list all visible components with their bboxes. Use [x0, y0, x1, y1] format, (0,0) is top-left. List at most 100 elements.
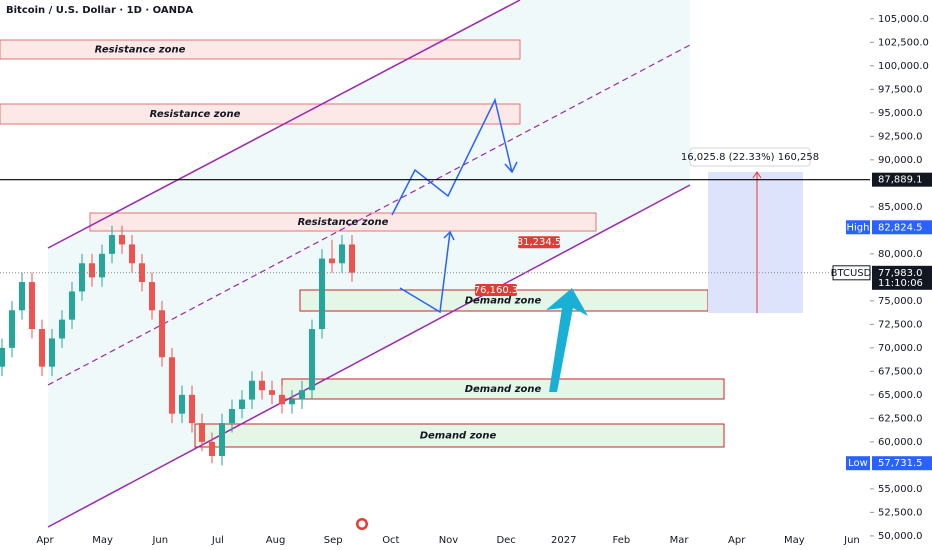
candle-body — [9, 310, 15, 348]
marker-badge — [872, 456, 932, 471]
zone-label: Demand zone — [420, 431, 497, 442]
resistance-zone — [0, 103, 521, 125]
zone-label: Resistance zone — [298, 217, 389, 228]
candle-body — [279, 394, 285, 405]
candle-body — [339, 244, 345, 264]
marker-label: 57,731.5 — [878, 458, 923, 469]
candle-body — [0, 347, 5, 367]
marker-name-badge — [846, 456, 870, 471]
resistance-zone — [0, 39, 521, 60]
zones — [0, 39, 725, 448]
measure-box — [708, 172, 803, 313]
candle-body — [249, 380, 255, 400]
candle-body — [219, 423, 225, 456]
candle-body — [79, 263, 85, 292]
y-tick-label: 100,000.0 — [878, 61, 929, 72]
x-tick-label: Sep — [324, 535, 343, 546]
candle-body — [159, 310, 165, 358]
price-tag-label: 76,160.3 — [474, 285, 519, 296]
candle-body — [49, 338, 55, 367]
resistance-zone — [89, 212, 597, 232]
y-tick-label: 60,000.0 — [878, 437, 923, 448]
y-tick-label: 55,000.0 — [878, 484, 923, 495]
candle-body — [149, 282, 155, 311]
candle-body — [119, 235, 125, 245]
countdown: 11:10:06 — [878, 278, 923, 289]
y-tick-label: 95,000.0 — [878, 108, 923, 119]
channel-lower — [47, 184, 691, 528]
candles — [0, 225, 355, 466]
candle-body — [179, 394, 185, 414]
candle-body — [169, 357, 175, 414]
marker-badge — [872, 220, 932, 235]
y-tick-label: 67,500.0 — [878, 366, 923, 377]
candle-body — [29, 282, 35, 330]
candle-body — [319, 258, 325, 330]
candle-body — [229, 408, 235, 424]
y-tick-label: 65,000.0 — [878, 390, 923, 401]
price-badge — [872, 172, 932, 187]
projection-head — [443, 230, 455, 241]
projection-head — [504, 161, 518, 174]
price-tag-label: 81,234.5 — [517, 237, 562, 248]
y-tick-label: 97,500.0 — [878, 84, 923, 95]
y-tick-label: 105,000.0 — [878, 14, 929, 25]
candle-body — [329, 258, 335, 264]
big-arrow — [546, 288, 588, 392]
marker-label: 82,824.5 — [878, 222, 923, 233]
zone-label: Resistance zone — [95, 45, 186, 56]
price-badge-label: 87,889.1 — [878, 175, 923, 186]
price-tag — [475, 283, 517, 296]
symbol-label: BTCUSD — [831, 268, 872, 279]
candle-body — [189, 394, 195, 424]
y-tick-label: 72,500.0 — [878, 319, 923, 330]
candle-body — [349, 244, 355, 273]
channel-upper — [47, 0, 521, 249]
last-price-badge — [872, 265, 932, 290]
channel-middle — [47, 44, 691, 386]
candle-body — [69, 291, 75, 320]
x-tick-label: Mar — [670, 535, 690, 546]
y-tick-label: 62,500.0 — [878, 413, 923, 424]
candle-body — [289, 399, 295, 405]
y-tick-label: 90,000.0 — [878, 155, 923, 166]
x-tick-label: Jul — [211, 535, 224, 546]
x-tick-label: Jun — [151, 535, 168, 546]
projection-path — [399, 231, 451, 314]
x-tick-label: Apr — [36, 535, 54, 546]
x-tick-label: Dec — [496, 535, 515, 546]
candle-body — [239, 399, 245, 409]
y-tick-label: 92,500.0 — [878, 131, 923, 142]
zone-label: Demand zone — [465, 296, 542, 307]
zone-label: Resistance zone — [150, 109, 241, 120]
marker-name: High — [847, 222, 870, 233]
channel-fill — [48, 0, 690, 527]
measure-label: 16,025.8 (22.33%) 160,258 — [681, 152, 819, 163]
candle-body — [269, 390, 275, 395]
x-tick-label: Aug — [266, 535, 286, 546]
y-tick-label: 102,500.0 — [878, 37, 929, 48]
candle-body — [309, 329, 315, 391]
x-tick-label: Oct — [382, 535, 399, 546]
projection-path — [391, 97, 513, 216]
logo — [356, 518, 368, 530]
x-tick-label: Nov — [439, 535, 459, 546]
candle-body — [19, 282, 25, 311]
x-tick-label: May — [784, 535, 805, 546]
y-tick-label: 75,000.0 — [878, 296, 923, 307]
y-tick-label: 50,000.0 — [878, 531, 923, 542]
candle-body — [39, 329, 45, 367]
candle-body — [209, 441, 215, 456]
zone-label: Demand zone — [465, 384, 542, 395]
demand-zone — [194, 423, 725, 448]
symbol-badge — [832, 265, 871, 281]
candle-body — [259, 380, 265, 391]
x-tick-label: May — [92, 535, 113, 546]
measure-label-box — [689, 147, 811, 167]
candle-body — [109, 235, 115, 254]
y-tick-label: 80,000.0 — [878, 249, 923, 260]
candle-body — [129, 244, 135, 264]
measure-arrow-head — [752, 171, 762, 179]
x-tick-label: Jun — [843, 535, 860, 546]
